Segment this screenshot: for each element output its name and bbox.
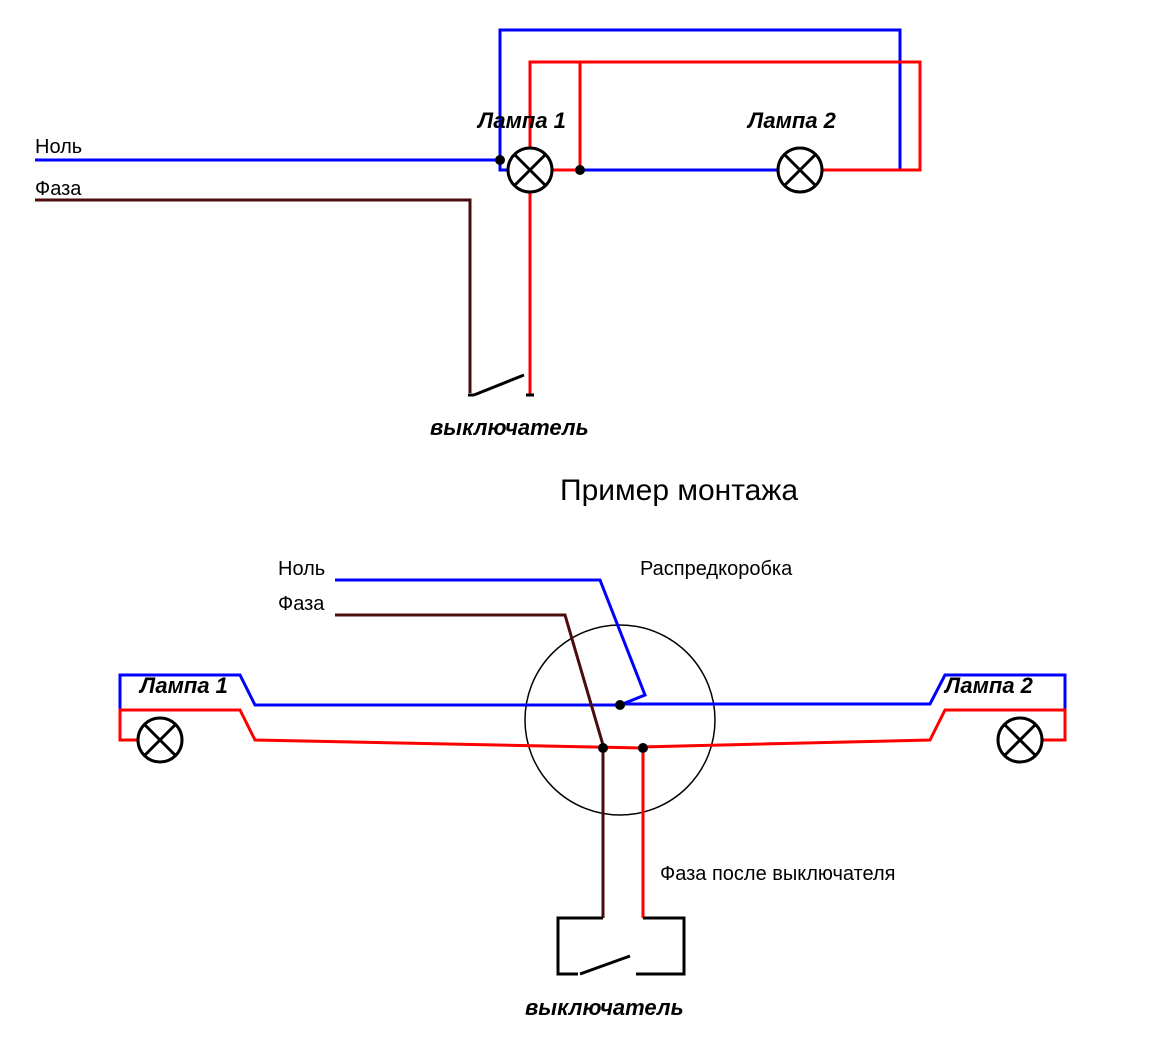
wiring-diagram: Ноль Фаза Лампа 1 Лампа 2 выключатель Пр… xyxy=(0,0,1169,1056)
junction-dot xyxy=(598,743,608,753)
wire-neutral-in-bottom xyxy=(335,580,645,705)
label-lamp2-bottom: Лампа 2 xyxy=(943,673,1034,698)
label-lamp1-top: Лампа 1 xyxy=(476,108,566,133)
junction-dot xyxy=(638,743,648,753)
schematic-top: Ноль Фаза Лампа 1 Лампа 2 выключатель xyxy=(35,30,920,440)
junction-dot xyxy=(615,700,625,710)
label-null-bottom: Ноль xyxy=(278,558,325,580)
wire-phase-out-top xyxy=(530,62,920,395)
lamp-2-bottom xyxy=(998,718,1042,762)
label-switch-top: выключатель xyxy=(430,415,589,440)
wire-neutral-top xyxy=(35,30,900,170)
label-junction-box: Распредкоробка xyxy=(640,558,793,580)
label-phase-top: Фаза xyxy=(35,178,82,200)
title: Пример монтажа xyxy=(560,474,798,507)
lamp-2-top xyxy=(778,148,822,192)
lamp-1-bottom xyxy=(138,718,182,762)
lamp-1-top xyxy=(508,148,552,192)
label-phase-after-switch: Фаза после выключателя xyxy=(660,863,895,885)
label-lamp2-top: Лампа 2 xyxy=(746,108,837,133)
label-switch-bottom: выключатель xyxy=(525,995,684,1020)
junction-dot xyxy=(495,155,505,165)
label-phase-bottom: Фаза xyxy=(278,593,325,615)
junction-box xyxy=(525,625,715,815)
schematic-bottom: Ноль Фаза Распредкоробка Лампа 1 Лампа 2… xyxy=(120,558,1065,1020)
label-null-top: Ноль xyxy=(35,136,82,158)
wire-phase-in-top xyxy=(35,200,470,393)
label-lamp1-bottom: Лампа 1 xyxy=(138,673,228,698)
junction-dot xyxy=(575,165,585,175)
wire-phase-out-left-bottom xyxy=(120,710,640,748)
wire-phase-in-bottom xyxy=(335,615,603,918)
switch-top xyxy=(468,375,534,395)
switch-bottom xyxy=(558,918,684,974)
